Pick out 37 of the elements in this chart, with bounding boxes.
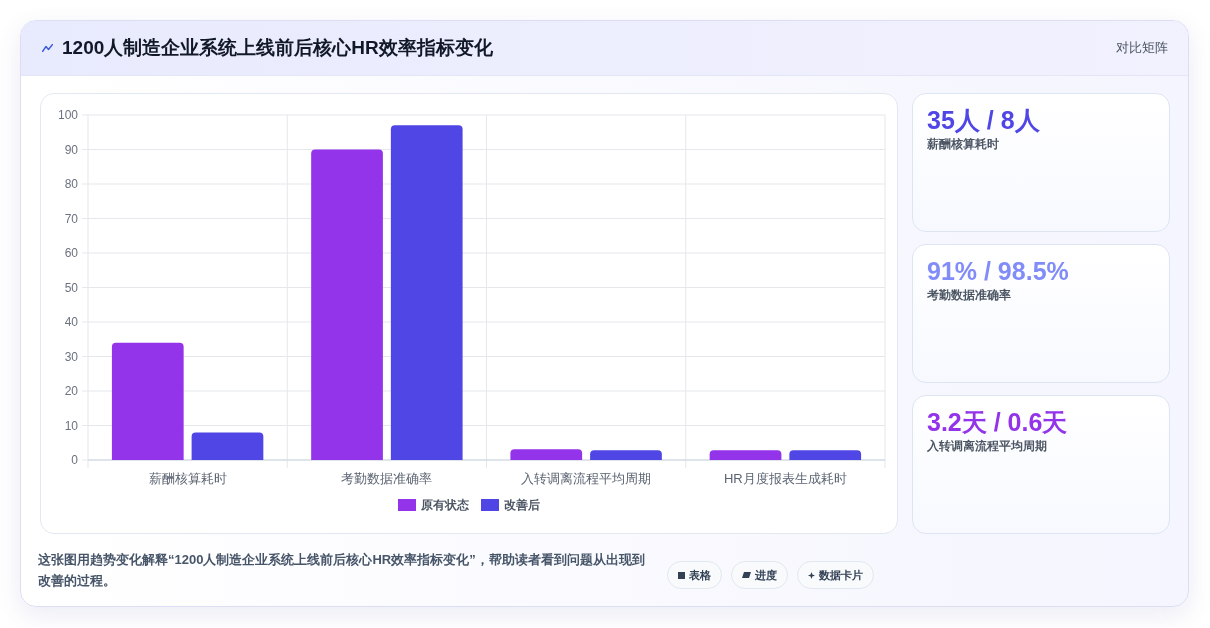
- y-tick-label: 10: [64, 418, 79, 433]
- legend-label: 原有状态: [420, 498, 470, 513]
- y-tick-label: 70: [64, 211, 79, 226]
- text: 考勤数据准确率: [927, 288, 1012, 303]
- y-tick-label: 80: [64, 177, 79, 192]
- text: 91% / 98.5%: [927, 256, 1070, 286]
- text: 对比矩阵: [1116, 39, 1168, 57]
- bar: [510, 449, 583, 460]
- x-tick-label: 入转调离流程平均周期: [521, 471, 652, 486]
- text: 这张图用趋势变化解释“1200人制造企业系统上线前后核心HR效率指标变化”，帮助读者看到问题从出现到改善的过程。: [38, 551, 646, 590]
- text: 3.2天 / 0.6天: [927, 407, 1069, 437]
- text: 35人 / 8人: [927, 105, 1041, 135]
- bar: [590, 450, 662, 460]
- bar: [111, 342, 184, 460]
- text: 薪酬核算耗时: [927, 137, 1000, 152]
- y-tick-label: 40: [64, 315, 79, 330]
- bar: [191, 432, 264, 460]
- y-tick-label: 0: [71, 453, 79, 468]
- y-tick-label: 30: [64, 349, 79, 364]
- y-tick-label: 90: [64, 142, 79, 157]
- text: 数据卡片: [819, 567, 863, 583]
- bar: [390, 125, 463, 460]
- y-tick-label: 60: [64, 246, 79, 261]
- text: 进度: [755, 567, 777, 583]
- bar: [789, 450, 862, 460]
- legend-label: 改善后: [504, 498, 540, 513]
- y-tick-label: 20: [64, 384, 79, 399]
- y-tick-label: 50: [64, 280, 79, 295]
- text: 1200人制造企业系统上线前后核心HR效率指标变化: [62, 36, 493, 60]
- x-tick-label: HR月度报表生成耗时: [723, 471, 847, 486]
- bar: [709, 450, 782, 460]
- y-tick-label: 100: [57, 108, 79, 123]
- text: 表格: [689, 567, 711, 583]
- x-tick-label: 考勤数据准确率: [341, 471, 433, 486]
- text: 入转调离流程平均周期: [927, 439, 1048, 454]
- bar: [311, 149, 383, 460]
- x-tick-label: 薪酬核算耗时: [148, 471, 227, 486]
